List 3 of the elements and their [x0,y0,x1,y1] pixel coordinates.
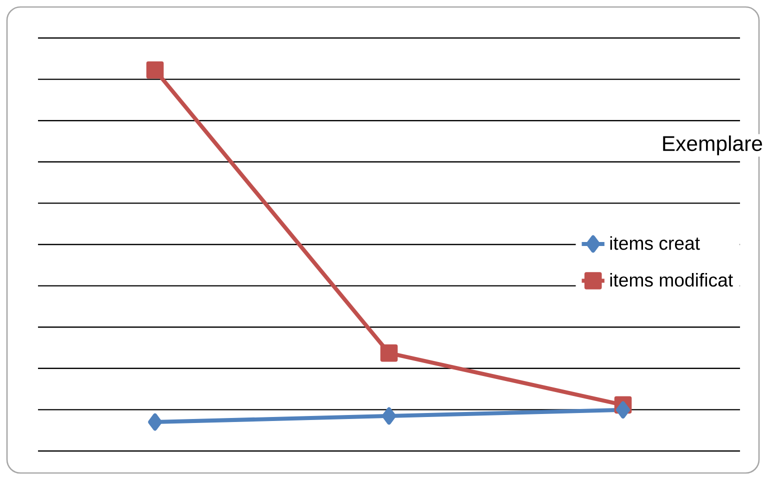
legend-title: Exemplare [663,135,762,156]
legend-label: items creat [610,236,700,250]
legend-label: items modificat [610,273,733,287]
